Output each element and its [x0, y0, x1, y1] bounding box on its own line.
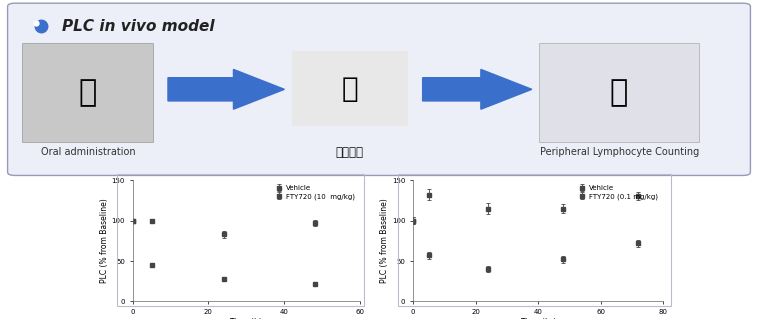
FancyBboxPatch shape [23, 43, 153, 142]
Polygon shape [423, 70, 532, 109]
Text: 🖥️: 🖥️ [610, 78, 628, 107]
FancyBboxPatch shape [539, 43, 699, 142]
FancyBboxPatch shape [292, 51, 408, 126]
X-axis label: Time (h): Time (h) [230, 318, 262, 319]
Text: 💉: 💉 [342, 75, 359, 103]
Y-axis label: PLC (% from Baseline): PLC (% from Baseline) [100, 198, 108, 283]
Text: Peripheral Lymphocyte Counting: Peripheral Lymphocyte Counting [540, 147, 699, 157]
Text: PLC in vivo model: PLC in vivo model [62, 19, 215, 34]
Text: 🐹: 🐹 [79, 78, 97, 107]
Legend: Vehicle, FTY720 (0.1 mg/kg): Vehicle, FTY720 (0.1 mg/kg) [577, 184, 659, 201]
Text: 혜액체취: 혜액체취 [336, 146, 364, 159]
X-axis label: Time (hr): Time (hr) [521, 318, 556, 319]
Text: Oral administration: Oral administration [41, 147, 135, 157]
Y-axis label: PLC (% from Baseline): PLC (% from Baseline) [381, 198, 389, 283]
Legend: Vehicle, FTY720 (10  mg/kg): Vehicle, FTY720 (10 mg/kg) [274, 184, 356, 201]
Polygon shape [168, 70, 284, 109]
